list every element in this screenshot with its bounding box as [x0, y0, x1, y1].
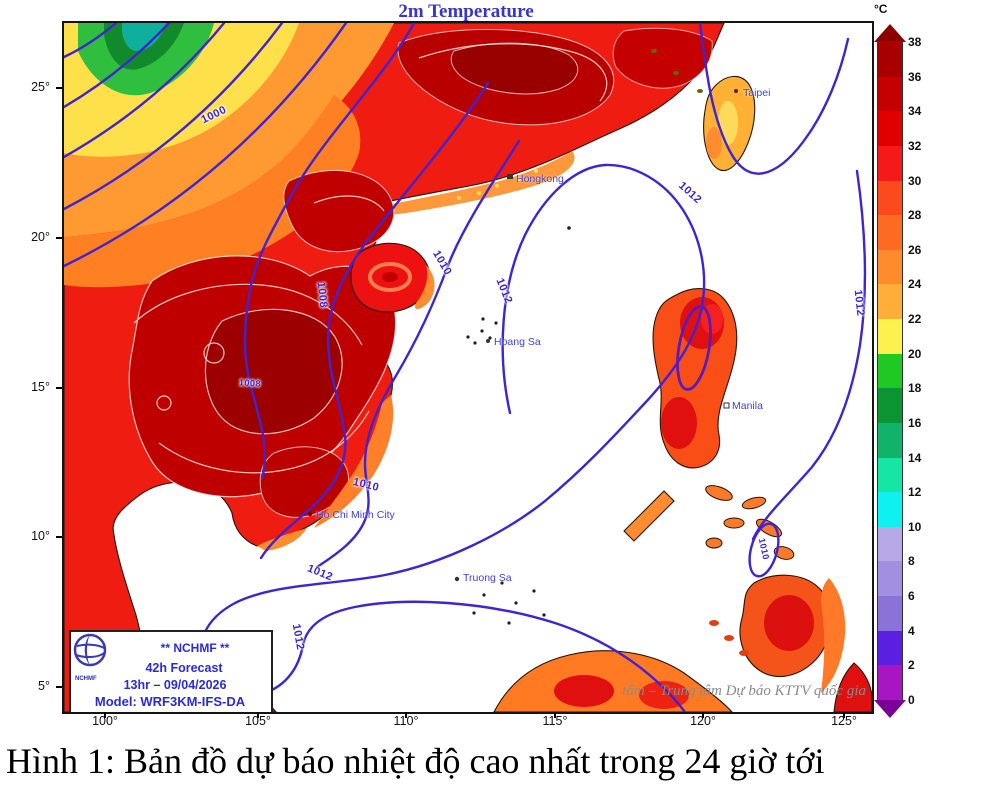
colorbar-tick-label: 30	[908, 173, 922, 188]
colorbar-tick-label: 4	[908, 623, 915, 638]
colorbar-tick-label: 0	[908, 693, 915, 707]
colorbar-segment	[878, 561, 902, 596]
place-label-manila: Manila	[732, 400, 763, 412]
colorbar-arrow-top	[874, 24, 906, 42]
nchmf-logo-text: NCHMF	[75, 676, 97, 682]
colorbar-segment	[878, 180, 902, 216]
colorbar-segments	[877, 41, 903, 701]
colorbar-tick-label: 36	[908, 69, 922, 84]
small-islands	[466, 49, 703, 625]
colorbar-tick-label: 6	[908, 589, 915, 604]
map-art	[64, 23, 872, 712]
colorbar-segment	[878, 596, 902, 631]
info-agency: ** NCHMF **	[160, 641, 230, 655]
lon-label-125: 125°	[831, 714, 857, 728]
colorbar-segment	[878, 319, 902, 354]
lon-label-105: 105°	[245, 714, 271, 728]
colorbar-tick-label: 28	[908, 208, 922, 223]
colorbar-segment	[878, 145, 902, 181]
figure-caption: Hình 1: Bản đồ dự báo nhiệt độ cao nhất …	[6, 741, 825, 781]
info-valid-time: 13hr – 09/04/2026	[123, 678, 227, 692]
place-label-truong-sa: Truong Sa	[463, 572, 512, 584]
colorbar-segment	[878, 630, 902, 666]
colorbar-segment	[878, 249, 902, 285]
lon-tick	[702, 712, 704, 718]
place-label-hongkong: Hongkong	[516, 173, 564, 185]
landmass-mainland	[64, 23, 725, 712]
info-model: Model: WRF3KM-IFS-DA	[94, 694, 246, 709]
lon-label-115: 115°	[542, 714, 568, 728]
colorbar-unit-label: °C	[874, 2, 888, 16]
lon-label-110: 110°	[393, 714, 419, 728]
colorbar-segment	[878, 457, 902, 493]
colorbar-tick-label: 10	[908, 519, 922, 534]
colorbar-tick-label: 38	[908, 35, 922, 49]
colorbar-tick-label: 34	[908, 104, 922, 119]
colorbar-segment	[878, 388, 902, 423]
lon-label-120: 120°	[690, 714, 716, 728]
colorbar-tick-label: 8	[908, 554, 915, 569]
colorbar-segment	[878, 526, 902, 562]
colorbar-tick-label: 18	[908, 381, 922, 396]
isobar-lines	[64, 23, 867, 712]
hoangsa-marker	[486, 339, 490, 343]
colorbar-segment	[878, 353, 902, 389]
place-label-taipei: Taipei	[743, 87, 771, 99]
colorbar-tick-label: 14	[908, 450, 922, 465]
lat-label-10: 10°	[31, 529, 50, 543]
colorbar-segment	[878, 492, 902, 527]
nchmf-logo-icon	[73, 633, 107, 667]
colorbar-segment	[878, 284, 902, 319]
lat-label-25: 25°	[31, 80, 50, 94]
watermark-text: tâm – Trung tâm Dự báo KTTV quốc gia	[622, 683, 866, 699]
colorbar-tick-label: 12	[908, 485, 922, 500]
colorbar-segment	[878, 111, 902, 146]
colorbar-tick-label: 22	[908, 312, 922, 327]
lat-tick	[56, 237, 62, 239]
lon-tick	[843, 712, 845, 718]
colorbar-tick-label: 2	[908, 658, 915, 673]
hcmc-marker	[307, 511, 313, 517]
lon-tick	[104, 712, 106, 718]
colorbar-segment	[878, 422, 902, 458]
colorbar-segment	[878, 76, 902, 112]
colorbar-segment	[878, 665, 902, 700]
truongsa-marker	[454, 576, 460, 582]
colorbar-tick-label: 26	[908, 242, 922, 257]
colorbar-ticks: 38 36 34 32 30 28 26 24 22 20 18 16 14 12 10 8 6 4 2 0	[908, 35, 938, 707]
colorbar-tick-label: 16	[908, 415, 922, 430]
colorbar-tick-label: 20	[908, 346, 922, 361]
info-forecast-range: 42h Forecast	[145, 661, 223, 675]
lat-tick	[56, 536, 62, 538]
manila-marker	[723, 402, 730, 409]
hongkong-marker	[507, 174, 513, 179]
island-hainan	[350, 242, 435, 313]
lon-tick	[257, 712, 259, 718]
lat-label-5: 5°	[38, 679, 50, 693]
colorbar-arrow-bottom	[874, 700, 906, 718]
isobar-label-1008b: 1008	[238, 377, 262, 389]
lat-tick	[56, 87, 62, 89]
colorbar-tick-label: 24	[908, 277, 922, 292]
colorbar-segment	[878, 42, 902, 77]
city-markers	[307, 174, 730, 582]
lon-tick	[405, 712, 407, 718]
colorbar-segment	[878, 215, 902, 250]
map-canvas: 1000 1008 1008 1010 1010 1012 1012 1012 …	[62, 21, 874, 714]
lat-label-15: 15°	[31, 380, 50, 394]
lat-label-20: 20°	[31, 230, 50, 244]
place-label-ho-chi-minh-city: Ho Chi Minh City	[316, 509, 395, 521]
islands-philippines	[623, 288, 872, 712]
place-label-hoang-sa: Hoang Sa	[494, 336, 541, 348]
lon-label-100: 100°	[92, 714, 118, 728]
lat-tick	[56, 387, 62, 389]
forecast-info-box: NCHMF ** NCHMF ** 42h Forecast 13hr – 09…	[69, 630, 273, 712]
lon-tick	[554, 712, 556, 718]
colorbar-tick-label: 32	[908, 138, 922, 153]
lat-tick	[56, 686, 62, 688]
page-title: 2m Temperature	[398, 1, 534, 22]
